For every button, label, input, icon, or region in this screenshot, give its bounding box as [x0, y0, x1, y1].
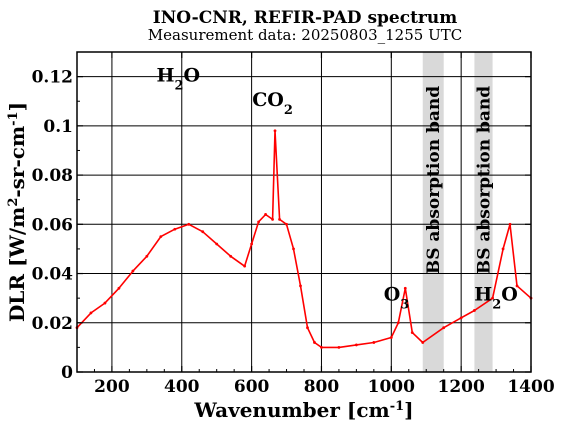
annotation-o3: O3	[384, 284, 410, 313]
data-point-7	[173, 227, 177, 231]
data-point-35	[473, 309, 476, 312]
data-point-8	[187, 222, 191, 226]
y-tick-label-4: 0.08	[32, 166, 73, 186]
data-point-34	[459, 316, 463, 320]
data-point-27	[372, 341, 376, 344]
data-point-15	[264, 213, 267, 216]
x-tick-label-2: 600	[234, 377, 270, 397]
x-tick-label-0: 200	[94, 377, 130, 397]
ticks: 200 400 600 800 1000 1200 1400 0 0.02 0.04 0.06 0.0…	[32, 52, 555, 397]
band-label-2: BS absorption band	[475, 86, 495, 274]
data-point-39	[515, 284, 519, 288]
y-tick-label-0: 0	[61, 363, 73, 383]
annotation-co2: CO2	[252, 89, 293, 118]
data-point-14	[257, 220, 260, 224]
data-point-10	[215, 242, 219, 246]
data-point-36	[491, 296, 494, 300]
data-point-30	[403, 286, 407, 290]
data-point-12	[243, 264, 247, 268]
data-point-24	[320, 345, 323, 349]
annotation-h2o-left: H2O	[156, 65, 200, 94]
data-point-1	[89, 311, 93, 315]
x-tick-label-5: 1200	[437, 377, 484, 397]
data-point-13	[250, 242, 254, 246]
data-point-4	[131, 269, 135, 273]
y-tick-label-5: 0.1	[43, 117, 73, 137]
band-label-1: BS absorption band	[424, 86, 444, 274]
annotation-h2o-right: H2O	[474, 284, 518, 313]
data-point-23	[313, 341, 316, 344]
y-axis-label: DLR [W/m2-sr-cm-1]	[5, 102, 29, 322]
data-point-16	[271, 217, 274, 221]
data-point-31	[410, 331, 414, 335]
data-point-26	[354, 343, 358, 347]
x-axis-label: Wavenumber [cm-1]	[193, 398, 413, 422]
data-point-3	[117, 286, 121, 290]
data-point-6	[159, 235, 163, 239]
data-point-33	[442, 326, 446, 330]
data-point-38	[508, 222, 512, 226]
absorption-band-2	[474, 52, 493, 372]
plot-frame	[76, 51, 532, 373]
data-point-18	[278, 217, 281, 221]
chart-subtitle: Measurement data: 20250803_1255 UTC	[148, 26, 462, 44]
data-point-19	[285, 222, 288, 226]
x-tick-label-3: 800	[304, 377, 340, 397]
data-point-28	[389, 336, 393, 339]
y-tick-label-3: 0.06	[32, 215, 73, 235]
series-layer	[75, 129, 533, 349]
y-tick-label-6: 0.12	[32, 68, 73, 88]
data-point-29	[396, 321, 400, 325]
spectrum-line	[76, 130, 532, 349]
data-point-37	[501, 247, 505, 251]
data-point-2	[103, 301, 107, 305]
data-point-11	[229, 254, 233, 258]
grid	[77, 52, 531, 372]
x-tick-label-6: 1400	[507, 377, 554, 397]
data-point-22	[306, 326, 309, 330]
x-tick-label-1: 400	[164, 377, 200, 397]
data-point-21	[299, 284, 302, 288]
data-point-32	[421, 341, 425, 344]
data-point-25	[337, 345, 341, 349]
absorption-bands	[422, 52, 493, 372]
data-point-9	[201, 230, 205, 234]
data-point-5	[145, 254, 149, 258]
x-tick-label-4: 1000	[368, 377, 415, 397]
data-point-20	[292, 247, 295, 251]
y-tick-label-2: 0.04	[32, 265, 74, 285]
chart-title: INO-CNR, REFIR-PAD spectrum	[153, 8, 457, 28]
data-point-17	[273, 129, 277, 133]
y-tick-label-1: 0.02	[32, 314, 73, 334]
absorption-band-1	[422, 52, 444, 372]
